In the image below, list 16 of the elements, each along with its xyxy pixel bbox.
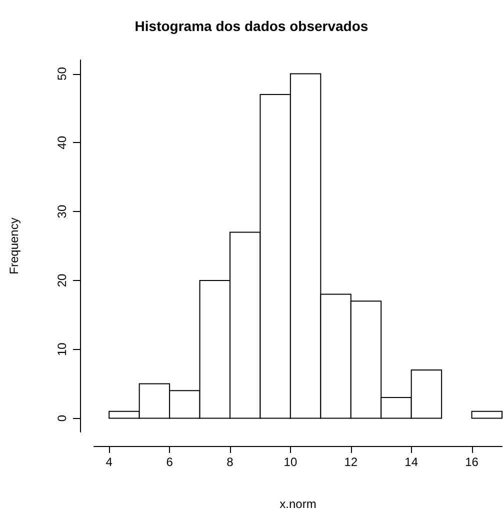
chart-title: Histograma dos dados observados xyxy=(134,18,368,34)
x-tick-label: 4 xyxy=(106,455,113,469)
y-tick-label: 40 xyxy=(55,136,69,150)
x-tick-label: 8 xyxy=(226,455,234,469)
y-tick-label: 50 xyxy=(55,66,69,80)
y-tick-label: 0 xyxy=(55,414,69,422)
x-tick-label: 6 xyxy=(166,455,174,469)
x-tick-label: 14 xyxy=(404,455,418,469)
x-tick-label: 16 xyxy=(465,455,479,469)
y-axis-title: Frequency xyxy=(7,218,21,274)
x-axis-title: x.norm xyxy=(280,497,316,511)
y-tick-label: 10 xyxy=(55,342,69,356)
x-tick-label: 10 xyxy=(284,455,298,469)
y-tick-label: 20 xyxy=(55,273,69,288)
x-tick-label: 12 xyxy=(344,455,358,469)
y-tick-label: 30 xyxy=(55,204,69,218)
